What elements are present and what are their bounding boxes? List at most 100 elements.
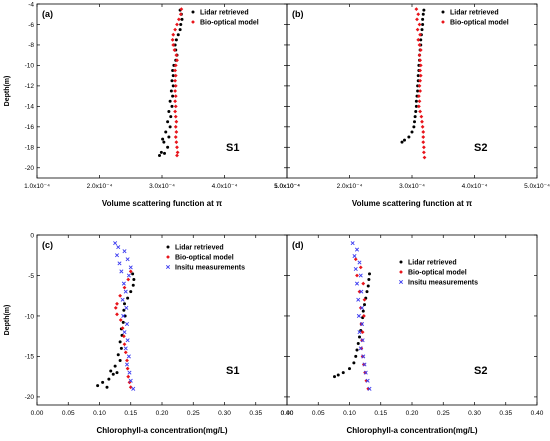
data-point	[109, 369, 113, 373]
data-point	[120, 297, 125, 302]
data-point	[414, 7, 419, 12]
legend: Lidar retrieved Bio-optical model	[191, 10, 259, 27]
data-point	[167, 109, 171, 113]
data-point	[175, 58, 179, 63]
data-point	[418, 68, 423, 73]
data-point	[336, 373, 340, 377]
data-point	[132, 278, 136, 282]
data-point	[122, 308, 126, 312]
data-point	[348, 367, 351, 371]
data-point	[171, 43, 176, 47]
legend-entry: Lidar retrieved	[200, 10, 249, 17]
data-point	[365, 290, 369, 294]
x-tick-label: 0.15	[374, 410, 387, 417]
data-point	[363, 370, 368, 375]
data-point	[128, 378, 133, 383]
data-point	[116, 353, 120, 357]
data-point	[357, 260, 362, 265]
data-point	[418, 109, 423, 114]
data-point	[128, 265, 133, 270]
data-point	[158, 153, 161, 157]
x-tick-label: 0.25	[187, 410, 200, 417]
x-tick-label: 2.0x10⁻⁴	[337, 183, 363, 190]
y-tick-label: -14	[25, 104, 35, 111]
y-tick-label: -6	[28, 22, 34, 29]
data-point	[164, 130, 168, 134]
data-point	[417, 53, 422, 58]
legend-entry: Lidar retrieved	[175, 245, 224, 252]
data-point	[358, 305, 363, 310]
data-point	[175, 150, 180, 155]
data-point	[173, 104, 178, 109]
data-point	[366, 386, 371, 391]
data-point	[354, 281, 360, 286]
data-point	[367, 386, 372, 391]
data-point	[123, 289, 128, 294]
data-point	[171, 74, 175, 78]
data-point	[168, 125, 172, 129]
data-point	[407, 135, 411, 139]
x-tick-label: 0.35	[249, 410, 262, 417]
x-tick-label: 0.40	[281, 410, 294, 417]
data-point	[174, 130, 179, 134]
legend-marker	[398, 279, 404, 285]
x-tick-label: 3.0x10⁻⁴	[399, 183, 425, 190]
data-point	[180, 17, 184, 21]
data-point	[362, 362, 367, 367]
data-point	[352, 254, 357, 259]
plot-frame	[286, 3, 538, 179]
data-point	[125, 358, 129, 363]
data-point	[173, 109, 178, 114]
x-tick-label: 0.30	[218, 410, 231, 417]
data-point	[417, 22, 422, 27]
data-point	[131, 283, 135, 287]
data-point	[117, 261, 122, 266]
data-point	[419, 114, 424, 119]
data-point	[421, 135, 426, 139]
data-point	[179, 22, 183, 26]
plot-frame	[36, 234, 288, 406]
data-point	[179, 7, 184, 12]
legend-entry: Insitu measurements	[175, 265, 245, 272]
data-point	[115, 371, 119, 375]
legend-marker	[191, 10, 195, 14]
station-label: S2	[474, 365, 487, 377]
data-point	[116, 245, 121, 250]
data-point	[123, 350, 128, 355]
y-tick-label: -5	[28, 273, 34, 280]
data-point	[121, 313, 126, 318]
series-bio-optical-model	[170, 7, 184, 158]
data-point	[416, 104, 421, 109]
legend-entry: Bio-optical model	[200, 20, 259, 27]
data-point	[333, 375, 336, 379]
data-point	[168, 99, 172, 103]
data-point	[169, 89, 173, 93]
panel-c: 0.00 0.05 0.10 0.15 0.20 0.25 0.30 0.35 0.40 0 -5 -…	[4, 232, 294, 435]
x-tick-label: 0.05	[62, 410, 75, 417]
data-point	[366, 284, 370, 288]
legend-entry: Insitu measurements	[408, 280, 478, 287]
data-point	[420, 124, 425, 129]
data-point	[118, 293, 123, 298]
data-point	[413, 120, 416, 124]
x-axis-label: Chlorophyll-a concentration(mg/L)	[96, 426, 227, 435]
panel-b: 1.0x10⁻⁴ 2.0x10⁻⁴ 3.0x10⁻⁴ 4.0x10⁻⁴ 5.0x10⁻⁴…	[274, 3, 550, 208]
data-point	[358, 273, 363, 278]
data-point	[126, 296, 130, 300]
data-point	[176, 17, 181, 22]
data-point	[361, 354, 366, 359]
data-point	[107, 377, 111, 381]
data-point	[414, 99, 418, 103]
legend-entry: Lidar retrieved	[408, 260, 457, 267]
data-point	[416, 12, 421, 17]
data-point	[173, 68, 178, 73]
data-point	[353, 257, 358, 262]
data-point	[416, 74, 420, 78]
legend: Lidar retrieved Bio-optical model Insitu m…	[398, 260, 478, 287]
legend-entry: Bio-optical model	[408, 270, 467, 277]
data-point	[124, 305, 129, 310]
data-point	[415, 27, 420, 32]
data-point	[123, 346, 128, 351]
data-point	[169, 115, 173, 119]
data-point	[422, 8, 426, 12]
